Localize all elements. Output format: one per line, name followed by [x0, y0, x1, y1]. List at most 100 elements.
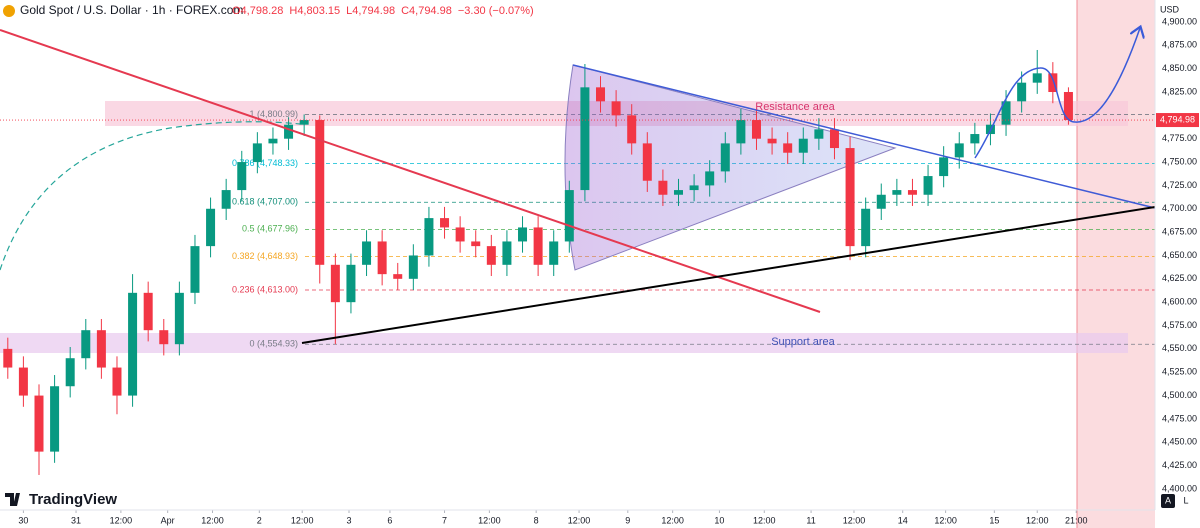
candle-body: [876, 194, 886, 209]
fib-label: 0.236 (4,613.00): [232, 284, 298, 294]
support-label: Support area: [771, 336, 835, 348]
y-tick-label: 4,750.00: [1162, 156, 1197, 166]
candle-body: [533, 227, 543, 265]
candle-body: [455, 227, 465, 242]
candle-body: [18, 367, 28, 396]
candle-body: [658, 180, 668, 195]
x-tick-label: 9: [625, 515, 630, 525]
x-tick-label: 2: [257, 515, 262, 525]
candle-body: [174, 292, 184, 345]
y-tick-label: 4,825.00: [1162, 86, 1197, 96]
candle-body: [596, 87, 606, 102]
candle-body: [362, 241, 372, 265]
auto-scale-button[interactable]: [1161, 494, 1175, 508]
candle-body: [34, 395, 44, 452]
candle-body: [221, 190, 231, 209]
candle-body: [252, 143, 262, 163]
candle-body: [1017, 82, 1027, 102]
candle-body: [783, 143, 793, 153]
triangle-pattern: [564, 64, 897, 271]
triangle-upper-line: [572, 64, 1156, 209]
candle-body: [424, 218, 434, 256]
candle-body: [814, 129, 824, 139]
y-tick-label: 4,450.00: [1162, 437, 1197, 447]
log-scale-button[interactable]: L: [1183, 495, 1188, 505]
x-tick-label: 12:00: [843, 515, 866, 525]
candle-body: [502, 241, 512, 265]
fib-label: 0.786 (4,748.33): [232, 158, 298, 168]
candle-body: [96, 330, 106, 368]
candle-body: [50, 386, 60, 452]
candle-body: [128, 292, 138, 396]
candle-body: [954, 143, 964, 158]
x-tick-label: 12:00: [661, 515, 684, 525]
y-tick-label: 4,500.00: [1162, 390, 1197, 400]
future-zone: [1077, 0, 1155, 528]
symbol-icon: [3, 5, 15, 17]
candle-body: [767, 138, 777, 144]
x-tick-label: 12:00: [934, 515, 957, 525]
y-tick-label: 4,700.00: [1162, 203, 1197, 213]
x-tick-label: 15: [989, 515, 999, 525]
candle-body: [627, 115, 637, 144]
candle-body: [689, 185, 699, 191]
candle-body: [518, 227, 528, 242]
x-tick-label: 12:00: [753, 515, 776, 525]
candle-body: [1048, 73, 1058, 93]
ohlc-value: O4,798.28: [232, 5, 283, 17]
fib-label: 0.618 (4,707.00): [232, 197, 298, 207]
candle-body: [892, 190, 902, 195]
x-tick-label: 12:00: [110, 515, 133, 525]
candle-body: [471, 241, 481, 247]
logo-text: TradingView: [29, 491, 117, 508]
y-tick-label: 4,625.00: [1162, 273, 1197, 283]
candle-body: [143, 292, 153, 331]
y-tick-label: 4,850.00: [1162, 63, 1197, 73]
ohlc-value: L4,794.98: [346, 5, 395, 17]
y-tick-label: 4,900.00: [1162, 16, 1197, 26]
drawings-back: [0, 64, 897, 271]
y-tick-label: 4,400.00: [1162, 483, 1197, 493]
candle-body: [377, 241, 387, 275]
x-tick-label: 12:00: [568, 515, 591, 525]
candle-body: [3, 348, 13, 368]
y-tick-label: 4,550.00: [1162, 343, 1197, 353]
candle-body: [611, 101, 621, 116]
candle-body: [393, 274, 403, 279]
candle-body: [580, 87, 590, 191]
candle-body: [190, 246, 200, 293]
x-tick-label: 11: [806, 515, 815, 525]
support-zone: [0, 333, 1128, 353]
candle-body: [1063, 92, 1073, 121]
projection-arrow: [974, 28, 1140, 159]
candle-body: [1032, 73, 1042, 83]
candle-body: [408, 255, 418, 279]
y-tick-label: 4,875.00: [1162, 40, 1197, 50]
candle-body: [284, 124, 294, 139]
x-tick-label: 6: [387, 515, 392, 525]
fib-label: 0.5 (4,677.96): [242, 224, 298, 234]
candle-body: [299, 120, 309, 125]
candle-body: [564, 190, 574, 242]
auto-scale-icon: A: [1165, 495, 1171, 505]
candle-body: [486, 246, 496, 265]
candle-body: [159, 330, 169, 345]
candle-body: [720, 143, 730, 172]
ohlc-value: −3.30 (−0.07%): [458, 5, 534, 17]
x-tick-label: Apr: [161, 515, 175, 525]
candle-body: [237, 162, 247, 191]
y-tick-label: 4,650.00: [1162, 250, 1197, 260]
fib-label: 1 (4,800.99): [249, 109, 298, 119]
candle-body: [736, 120, 746, 144]
candle-body: [206, 208, 216, 247]
candle-body: [907, 190, 917, 195]
watermark: TradingView A L: [5, 491, 1189, 508]
candle-body: [330, 264, 340, 303]
last-price-label: 4,794.98: [1160, 114, 1195, 124]
candle-body: [673, 190, 683, 195]
downtrend-line: [0, 29, 821, 313]
y-tick-label: 4,775.00: [1162, 133, 1197, 143]
logo-icon: [5, 493, 20, 506]
candle-body: [923, 176, 933, 195]
